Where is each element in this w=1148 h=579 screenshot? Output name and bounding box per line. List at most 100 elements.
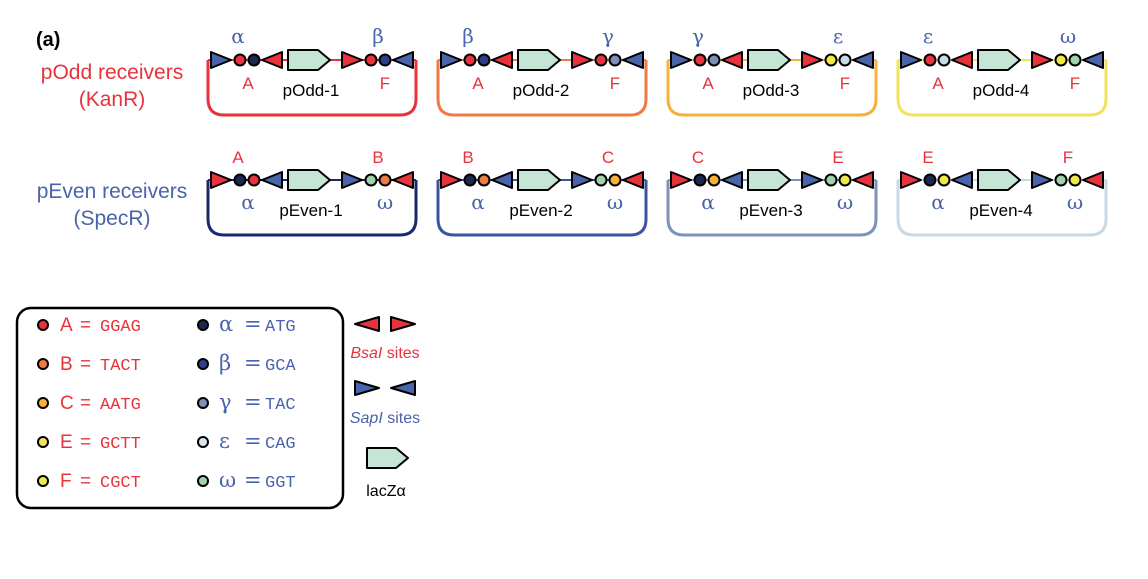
- top-left-overhang-label: α: [231, 24, 245, 48]
- left-inner-site-icon: [951, 171, 973, 189]
- legend-dot: [37, 397, 49, 409]
- plasmid-name: pOdd-2: [513, 81, 570, 100]
- lacz-arrow-icon: [287, 169, 331, 191]
- left-outer-overhang-dot: [693, 173, 707, 187]
- backbone-loop: [896, 180, 1108, 237]
- bottom-left-overhang-label: A: [242, 74, 254, 93]
- left-inner-site-icon: [721, 171, 743, 189]
- legend-letter: α: [219, 312, 233, 336]
- plasmid-peven-4: E Fα ω pEven-4: [896, 148, 1108, 237]
- backbone-loop: [666, 60, 878, 117]
- legend-letter: β: [219, 351, 231, 375]
- left-outer-site-icon: [440, 51, 462, 69]
- legend-dot: [37, 475, 49, 487]
- right-inner-site-icon: [801, 171, 823, 189]
- left-inner-overhang-dot: [937, 173, 951, 187]
- left-inner-site-icon: [951, 51, 973, 69]
- legend-letter: E: [60, 432, 73, 453]
- top-left-overhang-label: γ: [692, 24, 704, 48]
- bottom-right-overhang-label: ω: [837, 190, 853, 214]
- right-inner-overhang-dot: [594, 53, 608, 67]
- plasmid-name: pOdd-1: [283, 81, 340, 100]
- bottom-left-overhang-label: α: [241, 190, 255, 214]
- lacz-arrow-icon: [366, 447, 409, 469]
- legend-entry-greek-2: γ = TAC: [197, 390, 296, 415]
- bottom-left-overhang-label: A: [702, 74, 714, 93]
- legend-letter: F: [60, 471, 72, 492]
- right-outer-overhang-dot: [1068, 173, 1082, 187]
- left-outer-site-icon: [900, 171, 922, 189]
- legend-sequence: TAC: [265, 396, 296, 415]
- plasmid-name: pOdd-3: [743, 81, 800, 100]
- legend-letter: ε: [219, 429, 230, 453]
- row-subtitle-even: (SpecR): [73, 207, 150, 230]
- lacz-arrow-icon: [517, 49, 561, 71]
- lacz-arrow-icon: [287, 49, 331, 71]
- right-outer-overhang-dot: [838, 53, 852, 67]
- sapi-key-label: SapI sites: [350, 410, 420, 427]
- backbone-loop: [666, 180, 878, 237]
- lacz-arrow-icon: [977, 169, 1021, 191]
- right-outer-site-icon: [392, 171, 414, 189]
- right-outer-overhang-dot: [608, 173, 622, 187]
- legend-entry-greek-1: β = GCA: [197, 351, 296, 376]
- legend-equals: =: [244, 351, 262, 375]
- right-inner-site-icon: [341, 51, 363, 69]
- left-outer-overhang-dot: [923, 53, 937, 67]
- backbone-loop: [896, 60, 1108, 117]
- legend-letter: C: [60, 393, 74, 414]
- legend-sequence: GCA: [265, 357, 296, 376]
- left-outer-overhang-dot: [463, 173, 477, 187]
- legend-entry-c: C = AATG: [37, 393, 141, 415]
- legend-dot: [197, 475, 209, 487]
- lacz-arrow-icon: [747, 169, 791, 191]
- bottom-right-overhang-label: ω: [1067, 190, 1083, 214]
- bottom-left-overhang-label: α: [471, 190, 485, 214]
- left-inner-site-icon: [261, 171, 283, 189]
- left-outer-site-icon: [670, 51, 692, 69]
- backbone-loop: [436, 180, 648, 237]
- right-inner-overhang-dot: [364, 53, 378, 67]
- right-outer-overhang-dot: [378, 53, 392, 67]
- left-inner-site-icon: [261, 51, 283, 69]
- legend-entry-greek-4: ω = GGT: [197, 468, 296, 493]
- top-left-overhang-label: E: [922, 148, 933, 167]
- left-inner-overhang-dot: [707, 173, 721, 187]
- top-right-overhang-label: β: [372, 24, 384, 48]
- left-inner-overhang-dot: [707, 53, 721, 67]
- left-outer-overhang-dot: [923, 173, 937, 187]
- right-inner-overhang-dot: [1054, 173, 1068, 187]
- legend-entry-e: E = GCTT: [37, 432, 141, 454]
- top-right-overhang-label: ω: [1060, 24, 1076, 48]
- right-inner-site-icon: [571, 171, 593, 189]
- right-inner-site-icon: [1031, 171, 1053, 189]
- sapi-key: SapI sites: [350, 380, 420, 427]
- row-title-even: pEven receivers: [37, 180, 188, 203]
- legend-letter: γ: [219, 390, 232, 414]
- bottom-right-overhang-label: F: [840, 74, 850, 93]
- plasmid-name: pOdd-4: [973, 81, 1030, 100]
- bottom-right-overhang-label: ω: [377, 190, 393, 214]
- right-inner-overhang-dot: [364, 173, 378, 187]
- legend-sequence: ATG: [265, 318, 296, 337]
- lacz-key-label: lacZα: [366, 483, 405, 500]
- row-title-odd: pOdd receivers: [41, 61, 183, 84]
- plasmid-name: pEven-4: [969, 201, 1032, 220]
- legend-letter: B: [60, 354, 73, 375]
- left-outer-overhang-dot: [463, 53, 477, 67]
- lacz-arrow-icon: [977, 49, 1021, 71]
- bottom-right-overhang-label: F: [380, 74, 390, 93]
- legend-entry-a: A = GGAG: [37, 315, 141, 337]
- legend-sequence: GGAG: [100, 318, 141, 337]
- right-outer-overhang-dot: [608, 53, 622, 67]
- plasmid-name: pEven-2: [509, 201, 572, 220]
- left-outer-overhang-dot: [233, 173, 247, 187]
- right-inner-site-icon: [341, 171, 363, 189]
- right-inner-site-icon: [571, 51, 593, 69]
- legend-sequence: CGCT: [100, 474, 141, 493]
- legend-entry-greek-3: ε = CAG: [197, 429, 296, 454]
- plasmid-name: pEven-3: [739, 201, 802, 220]
